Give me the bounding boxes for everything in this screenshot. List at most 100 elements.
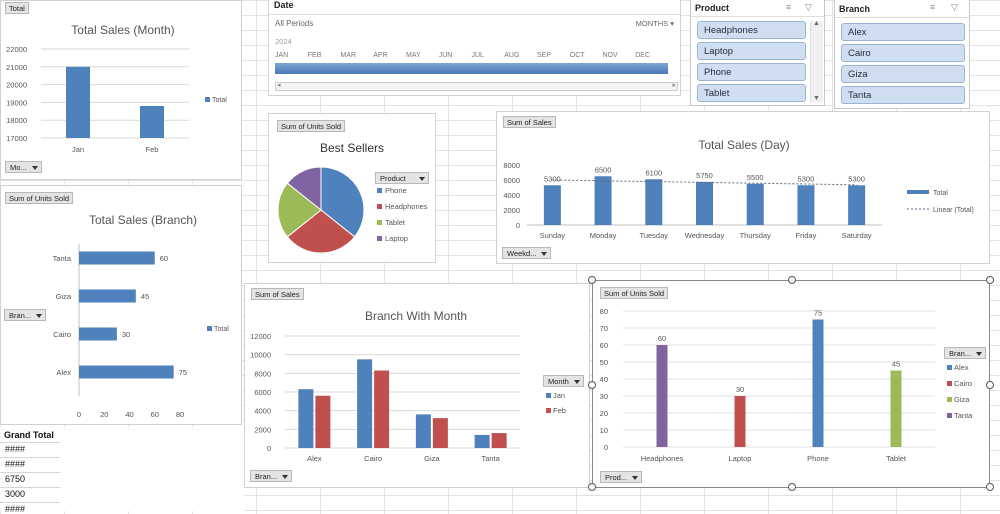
- bar: [594, 176, 612, 225]
- day-chart-svg: Total Sales (Day) 0 2000 4000 6000 8000 5300 Su…: [503, 138, 974, 240]
- branch-sales-chart[interactable]: Sum of Units Sold Total Sales (Branch) 0 2…: [0, 185, 242, 425]
- timeline-month-label[interactable]: SEP: [537, 52, 552, 59]
- resize-handle[interactable]: [788, 483, 796, 491]
- axis-field-button[interactable]: Bran...: [4, 309, 47, 321]
- clear-filter-icon[interactable]: ▽: [805, 2, 812, 12]
- slicer-item-tanta[interactable]: Tanta: [841, 86, 965, 104]
- timeline-scrollbar[interactable]: ◂ ▸: [275, 82, 678, 91]
- y-tick-label: 4000: [254, 407, 271, 416]
- branch-month-chart[interactable]: Sum of Sales Branch With Month 0 2000 4000 6…: [244, 283, 590, 488]
- slicer-item-phone[interactable]: Phone: [697, 63, 806, 81]
- slicer-item-cairo[interactable]: Cairo: [841, 44, 965, 62]
- value-field-button[interactable]: Sum of Units Sold: [600, 287, 669, 299]
- filter-field-button[interactable]: Total: [5, 2, 29, 14]
- multi-select-icon[interactable]: ≡: [786, 2, 792, 12]
- chart-title: Total Sales (Month): [71, 23, 174, 37]
- day-sales-chart[interactable]: Sum of Sales Total Sales (Day) 0 2000 4000 6…: [496, 111, 990, 264]
- scroll-up-icon[interactable]: ▲: [813, 20, 820, 27]
- axis-field-button[interactable]: Prod...: [600, 471, 643, 483]
- timeline-month-label[interactable]: JUN: [438, 52, 453, 59]
- date-timeline[interactable]: Date All Periods MONTHS ▾ 2024 JAN FEB MAR…: [268, 0, 681, 96]
- timeline-month-label[interactable]: OCT: [569, 52, 585, 59]
- legend-label: Jan: [553, 391, 565, 400]
- slicer-item-alex[interactable]: Alex: [841, 23, 965, 41]
- chart-title: Best Sellers: [320, 141, 384, 155]
- y-tick-label: Cairo: [53, 330, 71, 339]
- timeline-period-bar[interactable]: [275, 63, 668, 74]
- timeline-month-label[interactable]: DEC: [635, 52, 651, 59]
- grand-total-cell[interactable]: 3000: [5, 489, 26, 499]
- y-tick-label: 2000: [254, 425, 271, 434]
- bar: [543, 185, 561, 225]
- best-sellers-chart[interactable]: Sum of Units Sold Best Sellers Phone Headp…: [268, 113, 436, 263]
- legend-field-button[interactable]: Month: [543, 375, 584, 387]
- grand-total-table: Grand Total #### #### 6750 3000 ####: [0, 427, 244, 514]
- bar: [79, 327, 117, 341]
- timeline-month-label[interactable]: MAY: [406, 52, 421, 59]
- legend-swatch: [947, 413, 952, 418]
- legend-swatch: [546, 393, 551, 398]
- y-tick-label: 40: [600, 375, 608, 384]
- value-field-button[interactable]: Sum of Units Sold: [277, 120, 346, 132]
- value-field-button[interactable]: Sum of Sales: [503, 116, 556, 128]
- slicer-item-tablet[interactable]: Tablet: [697, 84, 806, 102]
- resize-handle[interactable]: [986, 276, 994, 284]
- resize-handle[interactable]: [588, 381, 596, 389]
- grand-total-cell[interactable]: ####: [5, 444, 26, 454]
- resize-handle[interactable]: [986, 381, 994, 389]
- legend-field-button[interactable]: Bran...: [944, 347, 987, 359]
- bar: [734, 396, 746, 447]
- y-tick-label: 0: [267, 444, 271, 453]
- resize-handle[interactable]: [788, 276, 796, 284]
- product-slicer[interactable]: Product ≡ ▽ Headphones Laptop Phone Tabl…: [690, 0, 826, 106]
- multi-select-icon[interactable]: ≡: [930, 2, 936, 12]
- grand-total-cell[interactable]: ####: [5, 504, 26, 514]
- x-tick-label: 40: [125, 410, 133, 419]
- value-field-button[interactable]: Sum of Units Sold: [5, 192, 74, 204]
- legend-swatch: [377, 204, 382, 209]
- scroll-right-icon[interactable]: ▸: [672, 82, 676, 89]
- timeline-level-dropdown[interactable]: MONTHS ▾: [636, 19, 674, 28]
- bar: [746, 183, 764, 225]
- bar: [298, 389, 314, 448]
- chart-title: Branch With Month: [365, 309, 467, 323]
- x-tick-label: Feb: [146, 145, 159, 154]
- resize-handle[interactable]: [588, 276, 596, 284]
- scroll-down-icon[interactable]: ▼: [813, 95, 820, 102]
- x-tick-label: 60: [151, 410, 159, 419]
- clear-filter-icon[interactable]: ▽: [951, 2, 958, 12]
- x-tick-label: Monday: [590, 231, 617, 240]
- month-sales-chart[interactable]: Total Total Sales (Month) 17000 18000 19000…: [0, 0, 242, 180]
- grand-total-cell[interactable]: 6750: [5, 474, 26, 484]
- branch-slicer[interactable]: Branch ≡ ▽ Alex Cairo Giza Tanta: [834, 0, 971, 109]
- axis-field-button[interactable]: Bran...: [250, 470, 293, 482]
- data-label: 5300: [848, 174, 865, 183]
- axis-field-button[interactable]: Mo...: [5, 161, 42, 173]
- y-tick-label: 4000: [503, 191, 520, 200]
- timeline-month-label[interactable]: JUL: [471, 52, 484, 59]
- slicer-item-giza[interactable]: Giza: [841, 65, 965, 83]
- resize-handle[interactable]: [986, 483, 994, 491]
- timeline-month-label[interactable]: APR: [373, 52, 388, 59]
- scroll-left-icon[interactable]: ◂: [277, 82, 281, 89]
- bar: [140, 105, 164, 138]
- y-tick-label: 0: [516, 221, 520, 230]
- bar: [66, 66, 90, 138]
- legend-field-button[interactable]: Product: [375, 172, 429, 184]
- slicer-scrollbar[interactable]: ▲ ▼: [810, 20, 823, 102]
- timeline-month-label[interactable]: NOV: [602, 52, 618, 59]
- grand-total-cell[interactable]: ####: [5, 459, 26, 469]
- units-sold-chart[interactable]: Sum of Units Sold 0 10 20 30 40 50 60 70 80 60 Hea…: [588, 276, 994, 491]
- timeline-month-label[interactable]: FEB: [307, 52, 322, 59]
- legend-swatch: [546, 408, 551, 413]
- trendline: [552, 179, 857, 186]
- axis-field-button[interactable]: Weekd...: [502, 247, 552, 259]
- timeline-month-label[interactable]: JAN: [275, 52, 289, 59]
- data-label: 45: [141, 292, 149, 301]
- timeline-month-label[interactable]: AUG: [504, 52, 520, 59]
- slicer-item-laptop[interactable]: Laptop: [697, 42, 806, 60]
- timeline-month-label[interactable]: MAR: [340, 52, 357, 59]
- value-field-button[interactable]: Sum of Sales: [251, 288, 304, 300]
- slicer-item-headphones[interactable]: Headphones: [697, 21, 806, 39]
- resize-handle[interactable]: [588, 483, 596, 491]
